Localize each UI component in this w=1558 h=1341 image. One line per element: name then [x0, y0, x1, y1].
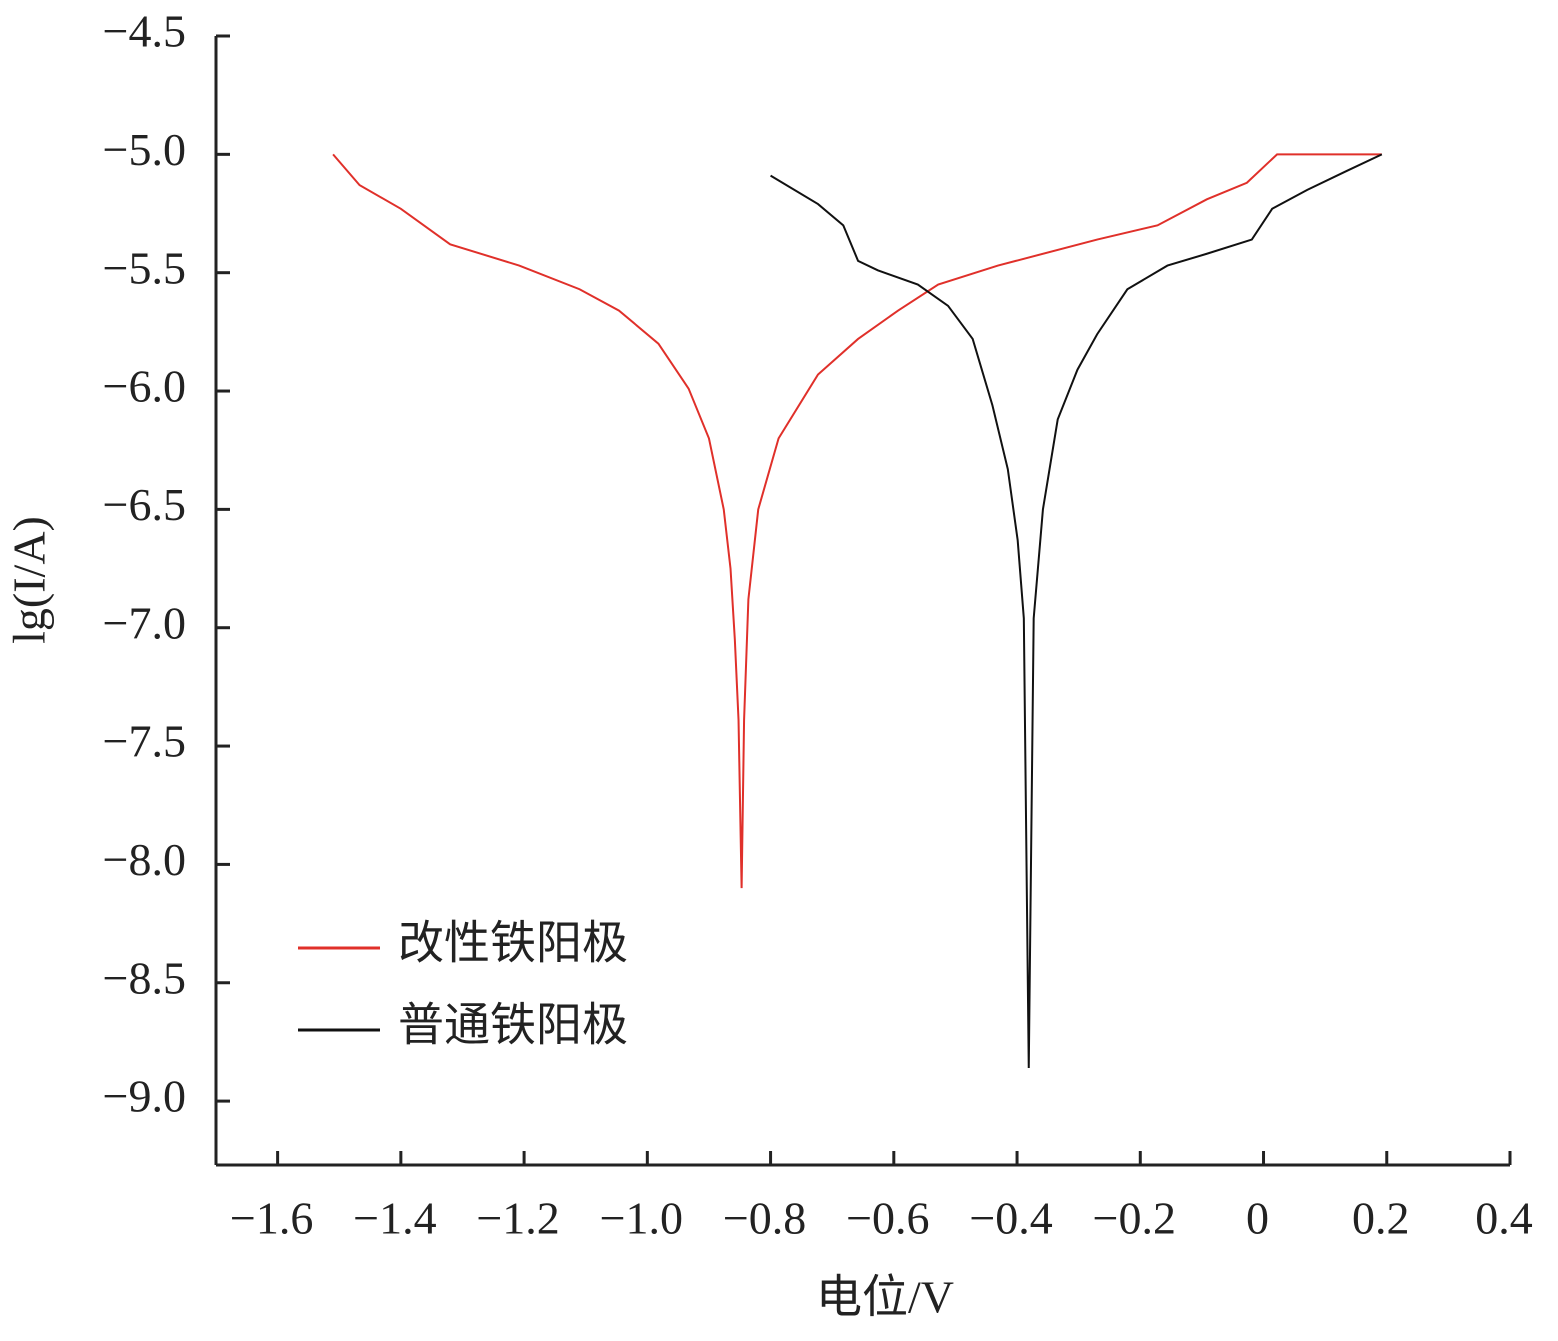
x-tick-label: −0.6 [846, 1193, 929, 1244]
x-tick-label: −1.2 [476, 1193, 559, 1244]
x-tick-label: −1.4 [353, 1193, 436, 1244]
x-tick-label: −0.2 [1093, 1193, 1176, 1244]
y-axis-label: lg(I/A) [4, 516, 55, 644]
y-tick-label: −8.0 [103, 834, 186, 885]
x-tick-label: −0.8 [723, 1193, 806, 1244]
x-tick-label: 0.4 [1475, 1193, 1533, 1244]
x-tick-label: −1.6 [230, 1193, 313, 1244]
y-tick-label: −6.5 [103, 479, 186, 530]
y-tick-label: −5.5 [103, 242, 186, 293]
legend-label: 改性铁阳极 [398, 918, 628, 969]
y-tick-label: −7.0 [103, 597, 186, 648]
y-tick-label: −5.0 [103, 124, 186, 175]
series-line [770, 153, 1383, 1068]
x-axis-label: 电位/V [816, 1272, 954, 1323]
y-tick-label: −4.5 [103, 6, 186, 57]
legend-label: 普通铁阳极 [398, 1000, 628, 1051]
series-line [332, 153, 1382, 889]
x-tick-label: 0.2 [1352, 1193, 1410, 1244]
y-tick-label: −9.0 [103, 1071, 186, 1122]
y-tick-label: −8.5 [103, 952, 186, 1003]
x-tick-label: 0 [1246, 1193, 1269, 1244]
x-tick-label: −0.4 [969, 1193, 1052, 1244]
y-tick-label: −6.0 [103, 361, 186, 412]
y-tick-label: −7.5 [103, 716, 186, 767]
x-tick-label: −1.0 [600, 1193, 683, 1244]
